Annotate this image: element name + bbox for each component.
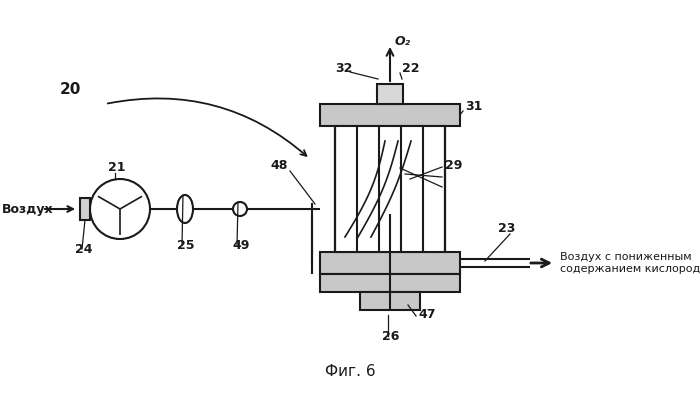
Text: 22: 22 [402,62,419,75]
Text: 20: 20 [60,82,81,97]
Text: 23: 23 [498,222,515,235]
Text: 24: 24 [75,243,92,256]
Bar [360,292,420,310]
Text: 47: 47 [418,308,435,321]
Text: 21: 21 [108,161,125,174]
Bar [80,198,90,220]
Text: 31: 31 [465,100,482,113]
Text: Воздух: Воздух [2,203,54,216]
Text: O₂: O₂ [395,35,411,48]
Bar [320,274,460,292]
Text: 25: 25 [177,239,195,252]
Text: 49: 49 [232,239,249,252]
Text: Фиг. 6: Фиг. 6 [325,364,375,379]
Bar [320,252,460,274]
Text: 32: 32 [335,62,352,75]
Text: 48: 48 [270,159,288,172]
Text: 26: 26 [382,330,400,343]
Text: Воздух с пониженным
содержанием кислорода: Воздух с пониженным содержанием кислород… [560,252,700,274]
Bar [377,84,403,104]
Bar [335,126,445,252]
Text: 29: 29 [445,159,463,172]
Bar [320,104,460,126]
